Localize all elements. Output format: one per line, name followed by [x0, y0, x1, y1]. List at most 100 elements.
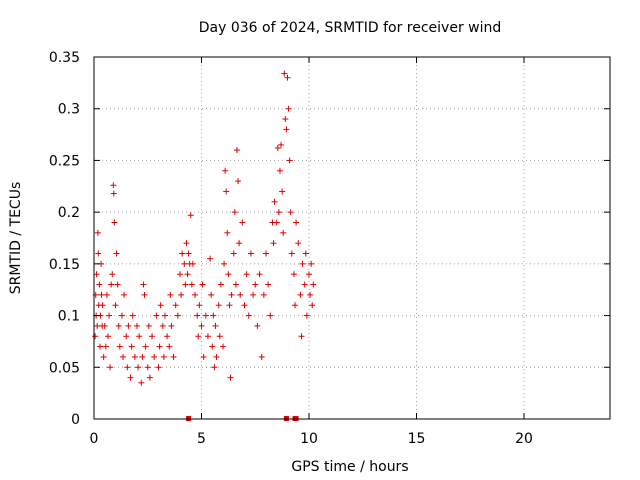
data-point — [230, 250, 237, 257]
x-tick-label: 5 — [197, 431, 206, 447]
y-tick-label: 0.3 — [58, 102, 80, 118]
y-tick-label: 0.35 — [49, 50, 80, 66]
data-point — [101, 322, 108, 329]
data-point — [131, 353, 138, 360]
data-point — [302, 250, 309, 257]
data-point — [108, 281, 115, 288]
data-point — [236, 240, 243, 247]
data-point — [222, 167, 229, 174]
data-point — [243, 271, 250, 278]
data-point — [199, 281, 206, 288]
data-point — [184, 271, 191, 278]
data-point — [153, 312, 160, 319]
data-point — [198, 322, 205, 329]
data-point — [212, 322, 219, 329]
data-point — [293, 219, 300, 226]
data-point — [241, 302, 248, 309]
data-point — [159, 322, 166, 329]
data-point — [136, 333, 143, 340]
y-axis-label: SRMTID / TECUs — [8, 182, 24, 295]
data-point — [303, 312, 310, 319]
data-point — [188, 281, 195, 288]
data-point — [196, 302, 203, 309]
data-point — [213, 353, 220, 360]
data-point — [215, 302, 222, 309]
data-point — [258, 353, 265, 360]
data-point — [109, 271, 116, 278]
y-tick-label: 0.1 — [58, 309, 80, 325]
data-point — [174, 312, 181, 319]
data-point — [128, 343, 135, 350]
data-point — [221, 260, 228, 267]
data-point — [282, 116, 289, 123]
data-point — [231, 209, 238, 216]
data-point — [118, 312, 125, 319]
data-point — [92, 333, 99, 340]
data-point — [245, 312, 252, 319]
data-point — [102, 343, 109, 350]
data-point — [310, 281, 317, 288]
data-point — [121, 291, 128, 298]
data-point — [145, 322, 152, 329]
data-point — [124, 364, 131, 371]
data-point — [232, 281, 239, 288]
y-tick-label: 0 — [71, 412, 80, 428]
data-point — [157, 302, 164, 309]
data-point — [161, 312, 168, 319]
data-point — [237, 291, 244, 298]
data-point — [233, 147, 240, 154]
data-point — [129, 312, 136, 319]
data-point — [167, 291, 174, 298]
data-point — [112, 302, 119, 309]
data-point — [308, 260, 315, 267]
data-point — [278, 141, 285, 148]
data-point — [298, 333, 305, 340]
data-point — [120, 353, 127, 360]
data-point — [306, 271, 312, 278]
data-point — [179, 250, 186, 257]
x-tick-label: 0 — [90, 431, 99, 447]
data-point — [114, 281, 121, 288]
data-point — [155, 364, 162, 371]
data-point — [202, 312, 209, 319]
data-point — [299, 260, 306, 267]
y-tick-label: 0.15 — [49, 257, 80, 273]
data-point — [271, 198, 278, 205]
data-point — [301, 281, 308, 288]
data-point — [256, 271, 263, 278]
grid — [94, 57, 610, 419]
data-point — [115, 322, 122, 329]
x-axis-label: GPS time / hours — [291, 459, 408, 475]
data-point — [96, 281, 103, 288]
data-point — [235, 178, 242, 185]
data-point — [270, 240, 277, 247]
data-point — [140, 281, 147, 288]
data-point — [172, 302, 179, 309]
data-point — [208, 291, 215, 298]
data-point — [194, 312, 201, 319]
x-tick-label: 15 — [408, 431, 426, 447]
data-point — [97, 343, 104, 350]
data-point — [307, 291, 314, 298]
data-point — [207, 255, 214, 262]
data-point — [210, 312, 217, 319]
data-point — [274, 145, 281, 152]
data-point — [267, 312, 274, 319]
data-point — [211, 364, 218, 371]
data-point — [195, 333, 202, 340]
x-tick-label: 10 — [300, 431, 318, 447]
data-point — [104, 333, 111, 340]
data-point — [185, 250, 192, 257]
data-point — [106, 312, 113, 319]
data-point — [192, 291, 199, 298]
y-tick-label: 0.25 — [49, 153, 80, 169]
data-point — [280, 229, 287, 236]
data-point — [286, 157, 293, 164]
y-tick-label: 0.05 — [49, 360, 80, 376]
data-point — [204, 333, 211, 340]
data-point — [283, 126, 290, 133]
data-point — [111, 219, 118, 226]
data-point — [216, 333, 223, 340]
data-point — [94, 229, 101, 236]
